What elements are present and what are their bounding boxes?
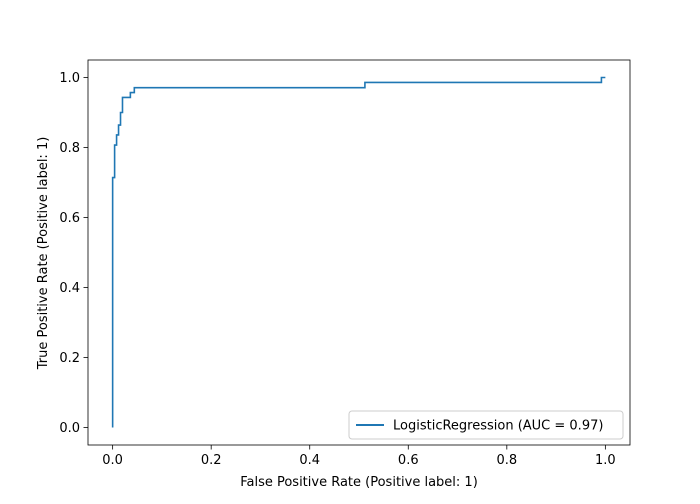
y-tick-label: 0.8 xyxy=(59,141,80,156)
axes-frame xyxy=(87,59,631,446)
x-tick-label: 0.2 xyxy=(201,453,222,468)
x-axis-ticks: 0.0 0.2 0.4 0.6 0.8 1.0 xyxy=(102,445,616,468)
legend-label: LogisticRegression (AUC = 0.97) xyxy=(393,419,603,434)
y-axis-label: True Positive Rate (Positive label: 1) xyxy=(36,137,51,371)
y-tick-label: 0.0 xyxy=(59,421,80,436)
x-tick-label: 1.0 xyxy=(595,453,616,468)
series-layer xyxy=(111,76,606,428)
x-tick-label: 0.6 xyxy=(398,453,419,468)
y-tick-label: 0.6 xyxy=(59,211,80,226)
x-tick-label: 0.0 xyxy=(102,453,123,468)
x-tick-label: 0.4 xyxy=(299,453,320,468)
roc-series-line xyxy=(111,76,606,428)
y-axis-ticks: 0.0 0.2 0.4 0.6 0.8 1.0 xyxy=(59,71,88,436)
x-axis-label: False Positive Rate (Positive label: 1) xyxy=(240,475,478,490)
y-tick-label: 0.4 xyxy=(59,281,80,296)
y-tick-label: 1.0 xyxy=(59,71,80,86)
legend: LogisticRegression (AUC = 0.97) xyxy=(348,410,624,440)
y-tick-label: 0.2 xyxy=(59,351,80,366)
x-tick-label: 0.8 xyxy=(496,453,517,468)
legend-box xyxy=(348,410,624,440)
